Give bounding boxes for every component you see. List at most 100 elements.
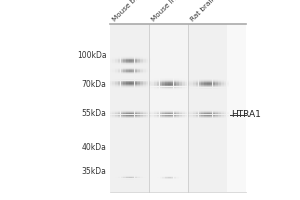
Bar	[226, 113, 229, 114]
Bar	[143, 110, 145, 111]
Bar	[171, 110, 173, 111]
Bar	[171, 117, 173, 118]
Bar	[185, 81, 187, 82]
Bar	[162, 112, 165, 113]
Bar	[154, 89, 157, 90]
Bar	[123, 85, 126, 86]
Bar	[112, 115, 115, 116]
Bar	[110, 63, 112, 64]
Bar	[224, 110, 226, 111]
Bar	[174, 80, 176, 81]
Bar	[160, 89, 162, 90]
Bar	[201, 82, 204, 83]
Bar	[210, 117, 212, 118]
Bar	[185, 79, 187, 80]
Bar	[210, 111, 212, 112]
Bar	[121, 62, 123, 63]
Bar	[112, 67, 115, 68]
Bar	[135, 71, 137, 72]
Bar	[137, 111, 140, 112]
Bar	[112, 111, 115, 112]
Bar	[140, 68, 143, 69]
Bar	[224, 79, 226, 80]
Bar	[154, 83, 157, 84]
Bar	[132, 70, 134, 71]
Bar	[207, 86, 210, 87]
Bar	[118, 58, 121, 59]
Bar	[126, 113, 129, 114]
Bar	[188, 110, 190, 111]
Bar	[112, 84, 115, 85]
Bar	[193, 111, 196, 112]
Bar	[207, 79, 210, 80]
Bar	[148, 84, 151, 85]
Bar	[162, 83, 165, 84]
Bar	[185, 82, 187, 83]
Bar	[143, 115, 145, 116]
Bar	[215, 116, 218, 117]
Bar	[129, 68, 132, 69]
Bar	[132, 175, 134, 176]
Bar	[190, 84, 193, 85]
Bar	[137, 176, 140, 177]
Bar	[182, 83, 184, 84]
Bar	[110, 72, 112, 73]
Bar	[146, 86, 148, 87]
Bar	[207, 84, 210, 85]
Bar	[132, 82, 134, 83]
Bar	[110, 62, 112, 63]
Bar	[115, 62, 118, 63]
Bar	[137, 70, 140, 71]
Bar	[132, 71, 134, 72]
Bar	[160, 112, 162, 113]
Bar	[146, 57, 148, 58]
Bar	[137, 59, 140, 60]
Bar	[112, 73, 115, 74]
Bar	[148, 112, 151, 113]
Bar	[162, 88, 165, 89]
Bar	[154, 80, 157, 81]
Bar	[168, 87, 171, 88]
Bar	[188, 88, 190, 89]
Bar	[126, 112, 129, 113]
Bar	[110, 58, 112, 59]
Bar	[140, 118, 143, 119]
Bar	[160, 116, 162, 117]
Bar	[126, 176, 129, 177]
Bar	[160, 79, 162, 80]
Bar	[190, 80, 193, 81]
Bar	[112, 58, 115, 59]
Bar	[179, 87, 182, 88]
Bar	[221, 112, 223, 113]
Bar	[179, 88, 182, 89]
Bar	[148, 80, 151, 81]
Bar	[221, 118, 223, 119]
Bar	[190, 88, 193, 89]
Bar	[168, 80, 171, 81]
Bar	[129, 60, 132, 61]
Bar	[126, 82, 129, 83]
Bar	[137, 115, 140, 116]
Bar	[146, 84, 148, 85]
Bar	[121, 68, 123, 69]
Bar	[179, 81, 182, 82]
Bar	[110, 82, 112, 83]
Bar	[154, 110, 157, 111]
Bar	[176, 116, 179, 117]
Bar	[176, 81, 179, 82]
Bar	[110, 64, 112, 65]
Bar	[210, 80, 212, 81]
Bar	[171, 116, 173, 117]
Bar	[151, 82, 154, 83]
Bar	[190, 81, 193, 82]
Bar	[112, 179, 115, 180]
Bar	[215, 79, 218, 80]
Bar	[135, 177, 137, 178]
Bar	[226, 117, 229, 118]
Bar	[140, 111, 143, 112]
Bar	[146, 111, 148, 112]
Text: Mouse brain: Mouse brain	[111, 0, 147, 23]
Bar	[135, 62, 137, 63]
Bar	[179, 111, 182, 112]
Bar	[213, 88, 215, 89]
